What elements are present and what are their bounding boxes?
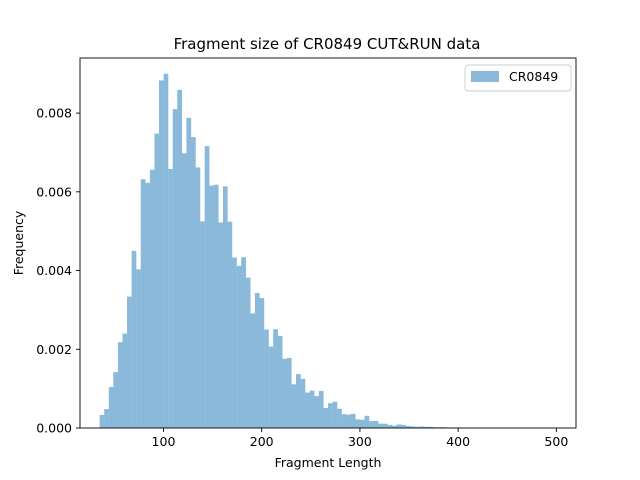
chart-title: Fragment size of CR0849 CUT&RUN data — [174, 35, 481, 53]
histogram-bar — [154, 133, 160, 428]
histogram-bar — [369, 420, 374, 428]
x-tick-label: 300 — [348, 434, 372, 449]
histogram-bar — [273, 329, 278, 428]
histogram-bar — [159, 80, 164, 428]
histogram-bar — [373, 420, 379, 428]
y-tick-label: 0.006 — [36, 184, 72, 199]
histogram-bar — [99, 415, 105, 428]
histogram-bar — [254, 292, 260, 428]
histogram-bar — [332, 401, 338, 428]
histogram-bar — [382, 423, 388, 428]
x-tick-label: 200 — [250, 434, 274, 449]
histogram-bar — [190, 137, 196, 428]
histogram-bar — [177, 89, 182, 428]
histogram-bar — [264, 329, 269, 428]
histogram-bar — [136, 269, 141, 428]
histogram-bar — [200, 221, 205, 428]
histogram-bar — [341, 414, 347, 428]
histogram-bar — [414, 426, 420, 428]
histogram-bar — [410, 426, 415, 428]
histogram-bar — [122, 333, 128, 428]
y-tick-label: 0.004 — [36, 263, 72, 278]
histogram-bar — [268, 346, 274, 428]
histogram-bar — [104, 409, 109, 428]
histogram-bar — [195, 167, 201, 428]
histogram-bar — [163, 73, 169, 429]
histogram-bar — [378, 423, 383, 428]
histogram-bar — [140, 179, 146, 428]
histogram-bar — [419, 426, 425, 428]
histogram-bar — [236, 265, 242, 428]
histogram-bar — [350, 413, 356, 428]
histogram-bar — [127, 296, 132, 428]
axes-frame — [79, 57, 577, 429]
x-tick-label: 500 — [544, 434, 568, 449]
histogram-bar — [227, 221, 233, 428]
histogram-bar — [355, 419, 361, 428]
histogram-bar — [314, 396, 320, 428]
histogram-bar — [213, 184, 219, 428]
legend-label: CR0849 — [509, 69, 558, 84]
histogram-bar — [117, 342, 123, 428]
histogram-bar — [337, 408, 342, 428]
histogram-bar — [277, 335, 283, 428]
y-tick-label: 0.000 — [36, 421, 72, 436]
histogram-bar — [282, 358, 288, 428]
histogram-bars — [99, 73, 466, 429]
histogram-bar — [309, 390, 315, 428]
histogram-bar — [391, 425, 397, 428]
histogram-bar — [300, 378, 306, 428]
histogram-bar — [428, 426, 434, 428]
x-axis-ticks: 100 200 300 400 500 — [152, 428, 568, 449]
histogram-bar — [323, 407, 329, 428]
histogram-bar — [131, 250, 137, 428]
histogram-bar — [145, 182, 151, 428]
histogram-bar — [364, 415, 370, 428]
histogram-bar — [305, 392, 310, 428]
histogram-bar — [296, 374, 301, 428]
y-axis-ticks: 0.000 0.002 0.004 0.006 0.008 — [36, 106, 80, 436]
histogram-bar — [241, 257, 246, 428]
histogram-bar — [149, 169, 155, 429]
histogram-bar — [291, 384, 297, 428]
y-tick-label: 0.002 — [36, 342, 72, 357]
histogram-bar — [172, 109, 178, 429]
x-tick-label: 400 — [446, 434, 470, 449]
x-tick-label: 100 — [152, 434, 176, 449]
histogram-bar — [222, 186, 228, 428]
histogram-bar — [108, 387, 114, 428]
histogram-bar — [359, 419, 365, 428]
histogram-bar — [387, 424, 393, 428]
histogram-bar — [318, 391, 324, 428]
histogram-bar — [232, 257, 237, 428]
histogram-bar — [250, 313, 256, 428]
histogram-bar — [113, 372, 119, 428]
histogram-bar — [286, 357, 292, 428]
histogram-bar — [168, 169, 173, 428]
histogram-bar — [186, 117, 192, 428]
histogram-bar — [259, 298, 265, 428]
histogram-bar — [346, 414, 351, 428]
histogram-bar — [405, 426, 411, 428]
legend: CR0849 — [464, 64, 572, 92]
x-axis-label: Fragment Length — [275, 455, 382, 470]
legend-swatch — [471, 71, 499, 82]
y-axis-label: Frequency — [11, 210, 26, 275]
y-tick-label: 0.008 — [36, 106, 72, 121]
histogram-bar — [204, 146, 210, 429]
histogram-bar — [181, 153, 187, 428]
histogram-bar — [401, 424, 406, 428]
histogram-bar — [209, 185, 214, 428]
histogram-bar — [218, 222, 224, 428]
histogram-bar — [423, 426, 429, 428]
histogram-bar — [245, 277, 251, 428]
histogram-bar — [396, 424, 402, 428]
histogram-bar — [328, 403, 333, 428]
